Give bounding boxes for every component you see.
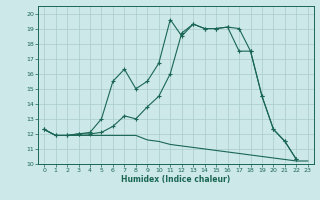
X-axis label: Humidex (Indice chaleur): Humidex (Indice chaleur)	[121, 175, 231, 184]
